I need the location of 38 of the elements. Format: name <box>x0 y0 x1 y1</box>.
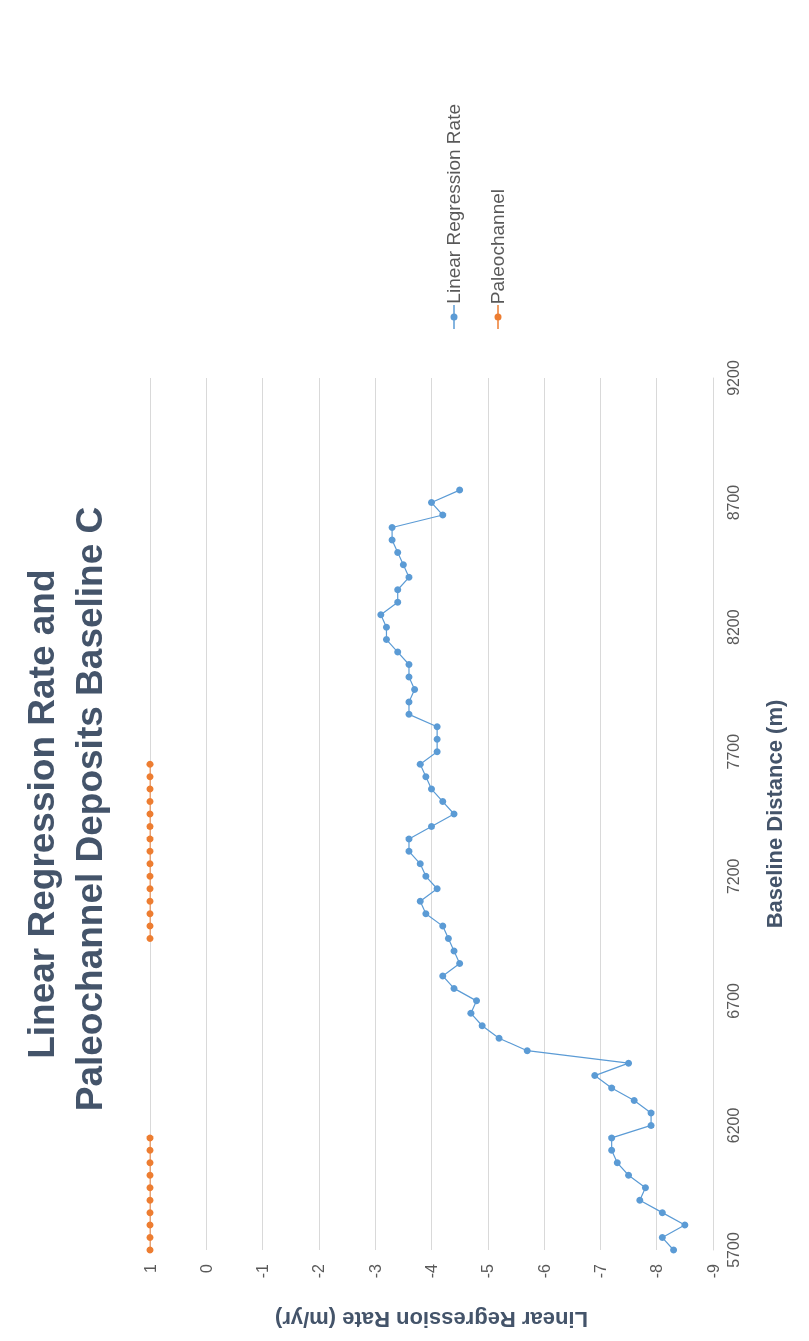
point <box>146 1171 154 1179</box>
point <box>146 935 154 943</box>
y-tick-label: 9200 <box>724 360 742 396</box>
text: Linear Regression Rate and Paleochannel Deposits Baseline C <box>20 506 110 1112</box>
y-tick-label: 6200 <box>724 1107 742 1144</box>
x-tick-label: -4 <box>423 1263 440 1279</box>
point <box>146 847 154 855</box>
point <box>146 910 154 918</box>
y-tick-label: 5700 <box>724 1232 742 1268</box>
y-tick-label: 7200 <box>724 858 742 895</box>
point <box>146 872 154 880</box>
y-axis-title: Baseline Distance (m) <box>761 699 787 929</box>
x-tick-label: -6 <box>535 1263 553 1279</box>
point <box>146 1146 154 1154</box>
point <box>146 798 154 806</box>
y-tick-label: 7700 <box>724 733 742 770</box>
point <box>146 1234 154 1242</box>
text: Paleochannel <box>487 188 509 304</box>
y-tick-label: 8200 <box>724 609 742 645</box>
point <box>146 773 154 781</box>
x-tick-label: 1 <box>141 1263 159 1273</box>
y-tick-label: 8700 <box>724 484 742 521</box>
point <box>146 822 154 830</box>
text: Linear Regression Rate <box>443 104 465 304</box>
x-tick-label: -8 <box>648 1263 666 1279</box>
point <box>146 1159 154 1167</box>
x-tick-label: 0 <box>197 1263 215 1273</box>
x-tick-label: -2 <box>310 1263 328 1279</box>
y-tick-label: 6700 <box>724 982 742 1019</box>
point <box>146 1184 154 1192</box>
x-tick-label: -3 <box>366 1263 384 1279</box>
x-tick-label: -7 <box>591 1263 609 1279</box>
x-tick-label: -1 <box>254 1263 272 1279</box>
x-axis-title: Linear Regression Rate (m/yr) <box>275 1306 588 1332</box>
x-tick-label: -5 <box>479 1263 497 1279</box>
point <box>146 1209 154 1217</box>
x-tick-label: -9 <box>704 1263 722 1279</box>
point <box>146 885 154 893</box>
